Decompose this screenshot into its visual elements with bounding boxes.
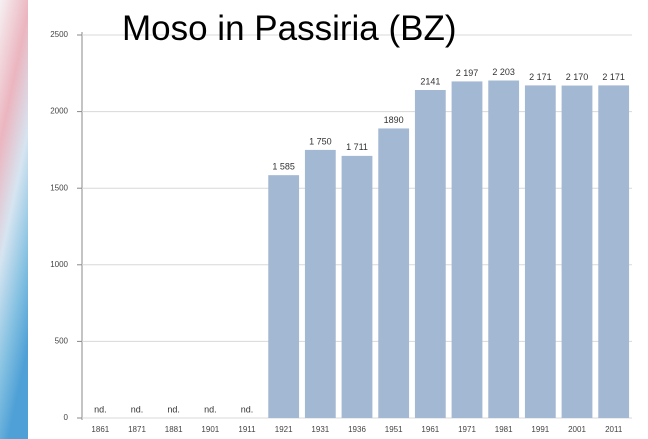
x-tick-label: 2011 [605, 425, 623, 434]
value-label: nd. [94, 404, 107, 414]
bar [268, 175, 300, 418]
bar [341, 155, 373, 418]
bar [414, 89, 446, 418]
bar [488, 80, 520, 418]
value-label: 2 170 [566, 72, 589, 82]
x-tick-label: 1936 [348, 425, 366, 434]
x-tick-label: 1961 [421, 425, 439, 434]
x-tick-label: 1981 [495, 425, 513, 434]
value-label: 2 171 [529, 72, 552, 82]
y-tick-label: 0 [64, 413, 69, 422]
y-tick-label: 1500 [50, 183, 68, 192]
value-label: 1 585 [272, 162, 295, 172]
bar [378, 128, 410, 418]
value-label: 1890 [384, 115, 404, 125]
bar [524, 85, 556, 418]
x-tick-label: 2001 [568, 425, 586, 434]
value-label: nd. [204, 404, 217, 414]
x-tick-label: 1991 [531, 425, 549, 434]
background-decoration [0, 0, 28, 439]
y-tick-label: 500 [55, 337, 69, 346]
bar [451, 81, 483, 418]
x-tick-label: 1921 [275, 425, 293, 434]
chart-title: Moso in Passiria (BZ) [122, 9, 457, 48]
x-tick-label: 1911 [238, 425, 256, 434]
x-tick-label: 1951 [385, 425, 403, 434]
x-tick-label: 1861 [91, 425, 109, 434]
x-tick-label: 1871 [128, 425, 146, 434]
bar [304, 149, 336, 418]
x-tick-label: 1901 [201, 425, 219, 434]
value-label: nd. [241, 404, 254, 414]
value-label: 1 711 [346, 142, 368, 152]
value-label: 2 203 [492, 67, 515, 77]
bar [561, 85, 593, 418]
value-label: 2 171 [602, 72, 625, 82]
y-tick-label: 2000 [50, 107, 68, 116]
value-label: nd. [167, 404, 180, 414]
value-label: 2141 [420, 76, 440, 86]
y-tick-label: 1000 [50, 260, 68, 269]
value-label: 2 197 [456, 68, 479, 78]
value-label: 1 750 [309, 136, 332, 146]
y-tick-label: 2500 [50, 30, 68, 39]
x-tick-label: 1881 [165, 425, 183, 434]
x-tick-label: 1931 [311, 425, 329, 434]
x-tick-label: 1971 [458, 425, 476, 434]
bar [598, 85, 630, 418]
value-label: nd. [131, 404, 144, 414]
